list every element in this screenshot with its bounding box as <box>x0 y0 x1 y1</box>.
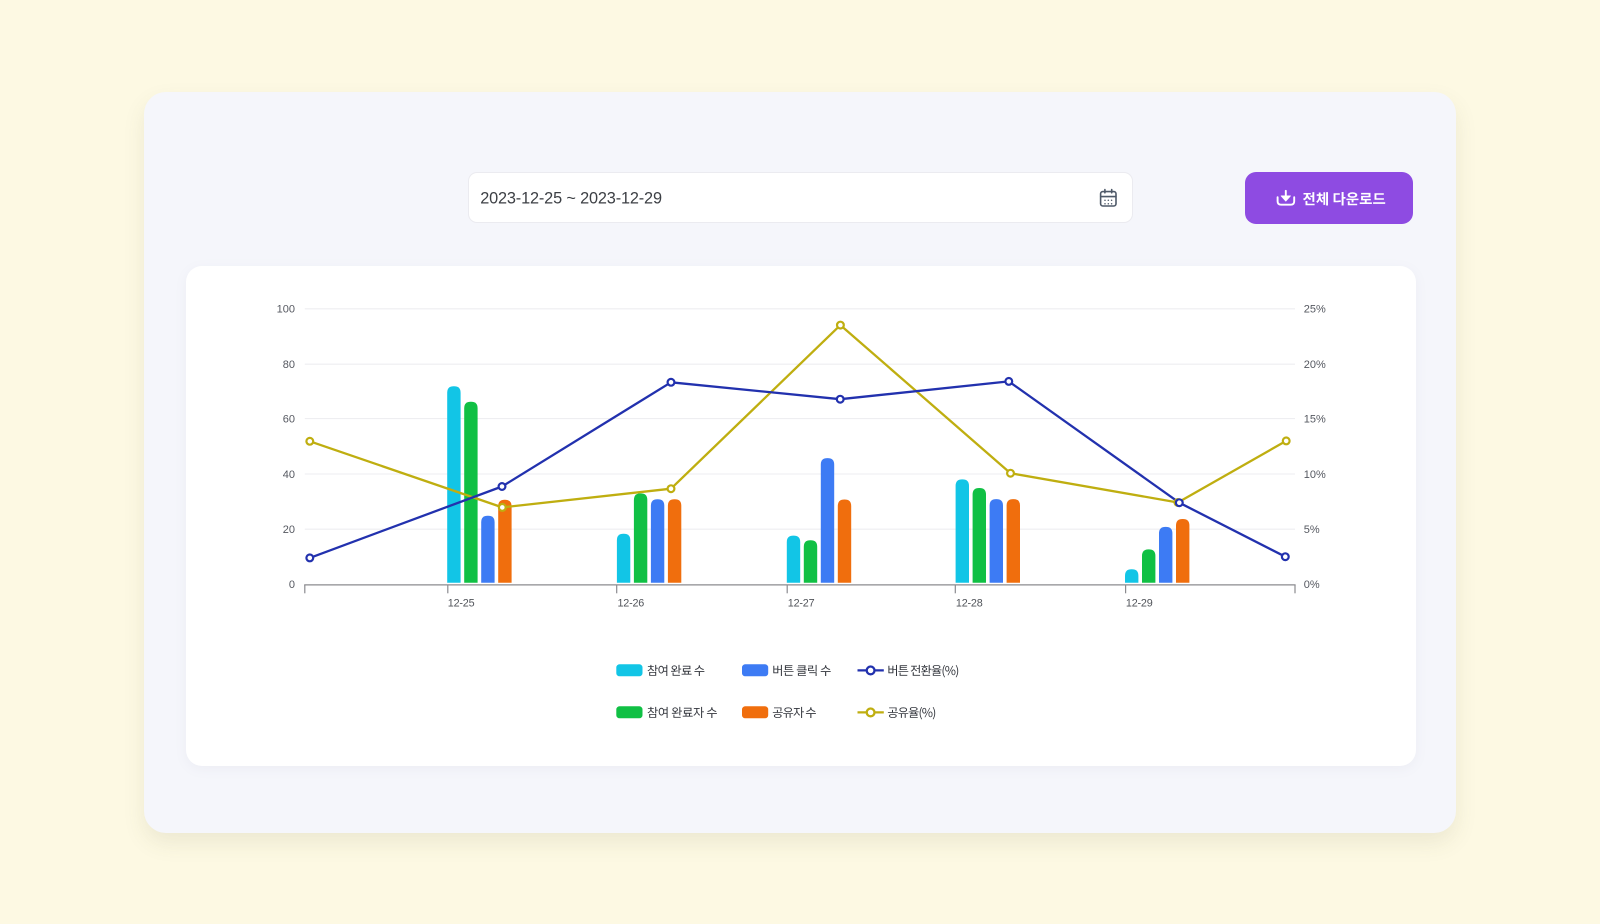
svg-text:12-27: 12-27 <box>788 598 815 610</box>
svg-text:0: 0 <box>289 579 295 591</box>
svg-text:20: 20 <box>283 524 295 536</box>
svg-text:12-28: 12-28 <box>956 598 983 610</box>
svg-text:20%: 20% <box>1304 359 1326 371</box>
svg-text:2023-12-25 ~ 2023-12-29: 2023-12-25 ~ 2023-12-29 <box>480 190 662 208</box>
svg-text:15%: 15% <box>1304 413 1326 425</box>
svg-text:0%: 0% <box>1304 579 1320 591</box>
svg-text:5%: 5% <box>1304 524 1320 536</box>
svg-text:25%: 25% <box>1304 304 1326 316</box>
svg-text:12-26: 12-26 <box>618 598 645 610</box>
svg-text:12-25: 12-25 <box>448 598 475 610</box>
svg-text:10%: 10% <box>1304 469 1326 481</box>
svg-text:40: 40 <box>283 469 295 481</box>
svg-text:80: 80 <box>283 359 295 371</box>
svg-text:100: 100 <box>277 304 295 316</box>
svg-text:60: 60 <box>283 413 295 425</box>
svg-text:12-29: 12-29 <box>1126 598 1153 610</box>
